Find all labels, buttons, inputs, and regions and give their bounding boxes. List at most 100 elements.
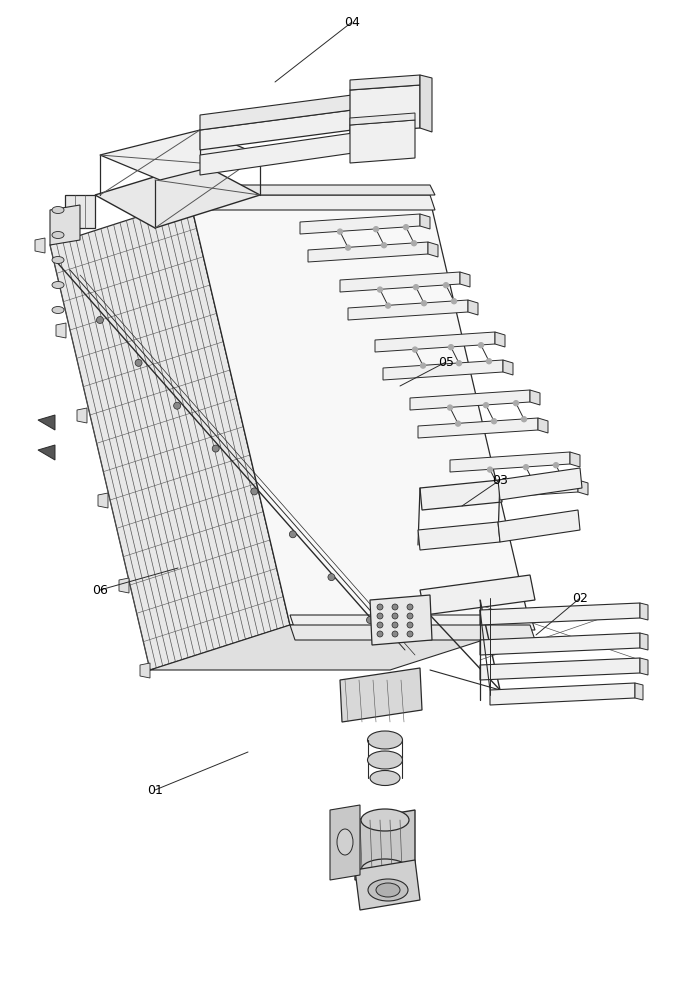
Text: 05: 05	[438, 356, 454, 368]
Circle shape	[412, 347, 417, 352]
Circle shape	[407, 631, 413, 637]
Ellipse shape	[52, 282, 64, 288]
Polygon shape	[355, 860, 420, 910]
Ellipse shape	[361, 859, 409, 881]
Circle shape	[392, 631, 398, 637]
Ellipse shape	[361, 809, 409, 831]
Ellipse shape	[376, 883, 400, 897]
Polygon shape	[635, 683, 643, 700]
Text: 02: 02	[572, 591, 588, 604]
Polygon shape	[370, 595, 432, 645]
Circle shape	[377, 631, 383, 637]
Polygon shape	[538, 418, 548, 433]
Ellipse shape	[52, 256, 64, 263]
Circle shape	[392, 613, 398, 619]
Polygon shape	[355, 810, 415, 880]
Polygon shape	[190, 195, 435, 210]
Polygon shape	[490, 683, 635, 705]
Polygon shape	[35, 238, 45, 253]
Polygon shape	[100, 130, 260, 180]
Circle shape	[392, 604, 398, 610]
Polygon shape	[330, 805, 360, 880]
Circle shape	[251, 488, 258, 495]
Polygon shape	[98, 493, 108, 508]
Circle shape	[374, 227, 379, 232]
Polygon shape	[200, 132, 360, 175]
Text: 06: 06	[92, 584, 108, 596]
Polygon shape	[200, 90, 390, 130]
Polygon shape	[420, 214, 430, 229]
Polygon shape	[458, 480, 578, 500]
Polygon shape	[140, 663, 150, 678]
Polygon shape	[200, 105, 390, 150]
Circle shape	[444, 283, 448, 288]
Text: 04: 04	[344, 15, 360, 28]
Polygon shape	[50, 205, 80, 245]
Polygon shape	[119, 578, 129, 593]
Circle shape	[554, 463, 558, 468]
Circle shape	[328, 574, 335, 581]
Circle shape	[377, 604, 383, 610]
Circle shape	[407, 622, 413, 628]
Polygon shape	[428, 242, 438, 257]
Polygon shape	[190, 185, 435, 195]
Polygon shape	[340, 668, 422, 722]
Polygon shape	[150, 625, 530, 670]
Polygon shape	[348, 300, 468, 320]
Circle shape	[377, 622, 383, 628]
Ellipse shape	[367, 731, 403, 749]
Circle shape	[457, 361, 462, 366]
Circle shape	[407, 604, 413, 610]
Circle shape	[378, 287, 383, 292]
Circle shape	[407, 613, 413, 619]
Polygon shape	[640, 658, 648, 675]
Circle shape	[414, 285, 419, 290]
Circle shape	[135, 359, 142, 366]
Ellipse shape	[337, 829, 353, 855]
Circle shape	[484, 403, 489, 408]
Polygon shape	[420, 575, 535, 615]
Circle shape	[448, 405, 453, 410]
Circle shape	[455, 421, 460, 426]
Polygon shape	[190, 200, 530, 625]
Polygon shape	[350, 113, 415, 125]
Circle shape	[495, 483, 500, 488]
Circle shape	[289, 531, 296, 538]
Polygon shape	[460, 272, 470, 287]
Polygon shape	[410, 390, 530, 410]
Polygon shape	[340, 272, 460, 292]
Circle shape	[212, 445, 219, 452]
Circle shape	[403, 225, 408, 230]
Circle shape	[448, 345, 453, 350]
Polygon shape	[77, 408, 87, 423]
Circle shape	[486, 359, 491, 364]
Polygon shape	[300, 214, 420, 234]
Polygon shape	[375, 332, 495, 352]
Circle shape	[96, 316, 104, 324]
Circle shape	[524, 465, 529, 470]
Circle shape	[367, 616, 374, 624]
Ellipse shape	[52, 306, 64, 314]
Circle shape	[421, 301, 426, 306]
Polygon shape	[308, 242, 428, 262]
Polygon shape	[350, 120, 415, 163]
Circle shape	[491, 419, 496, 424]
Polygon shape	[383, 360, 503, 380]
Polygon shape	[56, 323, 66, 338]
Polygon shape	[468, 300, 478, 315]
Circle shape	[392, 622, 398, 628]
Ellipse shape	[370, 770, 400, 786]
Circle shape	[381, 243, 387, 248]
Polygon shape	[290, 615, 535, 630]
Polygon shape	[450, 452, 570, 472]
Polygon shape	[480, 658, 640, 680]
Polygon shape	[420, 75, 432, 132]
Polygon shape	[640, 633, 648, 650]
Polygon shape	[418, 418, 538, 438]
Polygon shape	[290, 625, 535, 640]
Circle shape	[385, 303, 390, 308]
Polygon shape	[38, 445, 55, 460]
Circle shape	[421, 363, 426, 368]
Polygon shape	[578, 480, 588, 495]
Circle shape	[412, 241, 417, 246]
